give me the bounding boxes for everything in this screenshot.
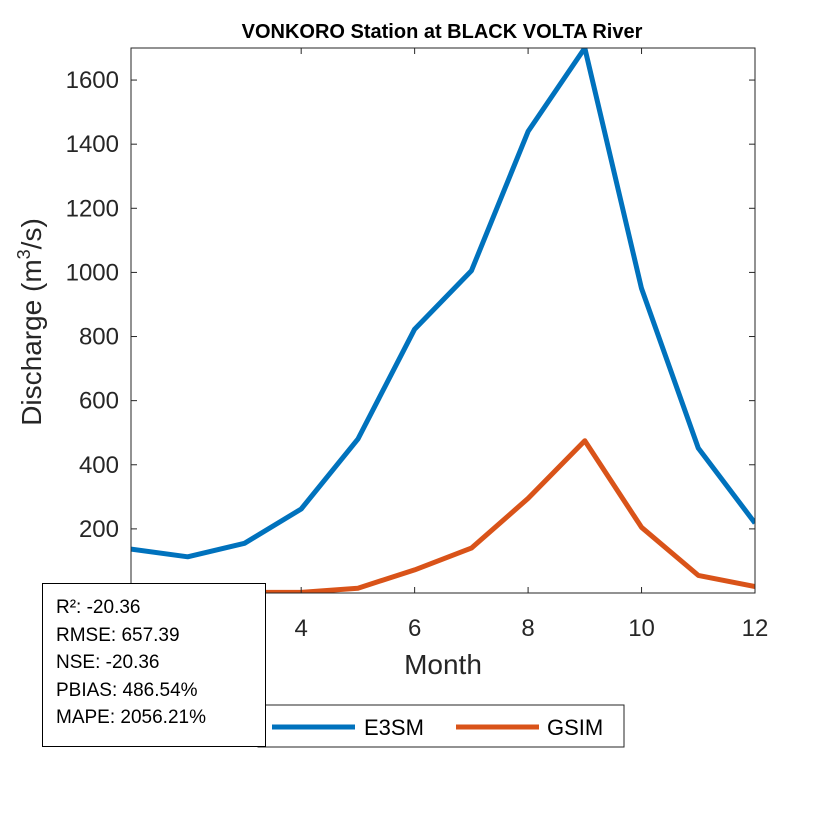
y-axis-label-sup: 3 [14, 249, 34, 259]
y-axis-label-tail: /s) [16, 218, 47, 249]
plot-frame [130, 47, 756, 594]
legend: E3SM GSIM [257, 704, 625, 748]
chart-title: VONKORO Station at BLACK VOLTA River [242, 21, 643, 43]
y-tick-label: 200 [79, 516, 119, 543]
plot-area [131, 48, 755, 593]
x-tick-label: 12 [742, 615, 769, 642]
legend-label-e3sm: E3SM [364, 715, 424, 740]
x-tick-label: 10 [628, 615, 655, 642]
y-tick-label: 800 [79, 324, 119, 351]
x-tick-label: 4 [295, 615, 308, 642]
stat-nse: NSE: -20.36 [56, 652, 160, 673]
y-tick-label: 400 [79, 452, 119, 479]
y-tick-label: 600 [79, 388, 119, 415]
ticks-layer: 200 400 600 800 1000 1200 1400 1600 4 6 8 10 12 [66, 48, 769, 642]
stat-mape: MAPE: 2056.21% [56, 707, 206, 728]
y-tick-label: 1000 [66, 259, 119, 286]
series-line-e3sm [131, 48, 755, 560]
stat-r2: R²: -20.36 [56, 597, 141, 618]
stat-rmse: RMSE: 657.39 [56, 624, 180, 646]
x-axis-label: Month [404, 649, 482, 680]
y-axis-label: Discharge (m3/s) [14, 218, 47, 426]
y-axis-label-main: Discharge (m [16, 259, 47, 425]
y-tick-label: 1600 [66, 67, 119, 94]
y-tick-label: 1400 [66, 131, 119, 158]
legend-label-gsim: GSIM [547, 715, 603, 740]
stat-pbias: PBIAS: 486.54% [56, 679, 198, 701]
stats-box: R²: -20.36 RMSE: 657.39 NSE: -20.36 PBIA… [42, 583, 266, 747]
y-tick-label: 1200 [66, 195, 119, 222]
x-tick-label: 8 [521, 615, 534, 642]
x-tick-label: 6 [408, 615, 421, 642]
